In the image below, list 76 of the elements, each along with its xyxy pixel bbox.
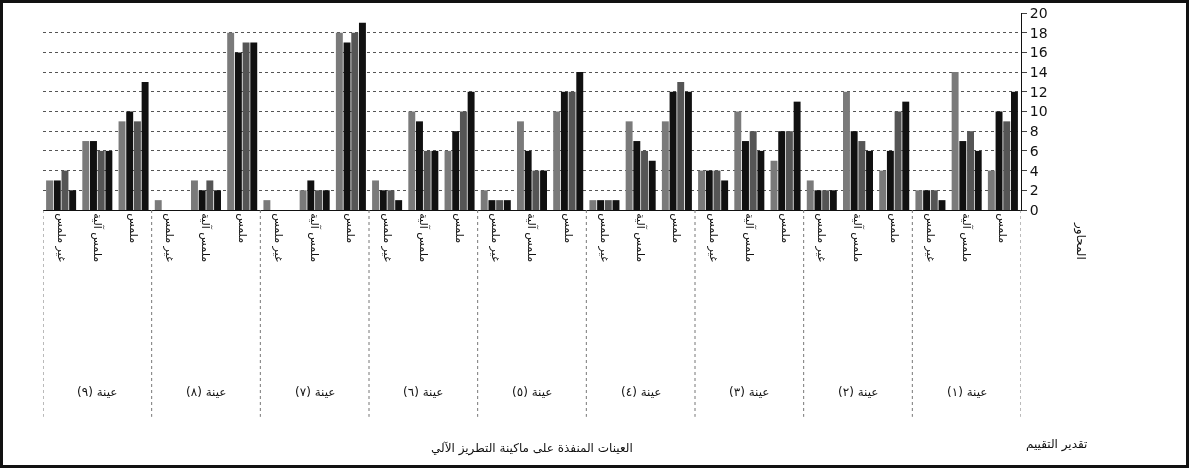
x-tick-label: ملمس <box>126 213 140 244</box>
x-tick-label: غير ملمس <box>163 213 177 262</box>
y-tick-label: 6 <box>1029 142 1039 159</box>
bar <box>734 111 742 210</box>
y-tick-label: 20 <box>1029 4 1048 21</box>
y-tick-label: 14 <box>1029 64 1048 80</box>
y-tick-label: 16 <box>1029 44 1048 61</box>
text: عينة (٥) <box>512 385 553 399</box>
bar <box>951 72 959 210</box>
x-tick-label: ملمس آلية <box>199 213 214 263</box>
x-tick-label: ملمس <box>670 213 684 244</box>
bar <box>915 190 923 210</box>
y-tick-label: 18 <box>1029 24 1048 41</box>
text: عينة (٢) <box>838 385 879 399</box>
bar <box>480 190 488 210</box>
bar <box>661 121 669 210</box>
bar <box>263 200 271 210</box>
bar <box>227 32 235 210</box>
y-tick-label: 10 <box>1029 103 1048 120</box>
bar <box>372 180 380 210</box>
y-tick-label: 4 <box>1029 162 1039 179</box>
x-tick-label: غير ملمس <box>271 213 285 262</box>
bar <box>589 200 597 210</box>
x-tick-label: غير ملمس <box>597 213 611 262</box>
y-tick-label: 0 <box>1029 201 1039 218</box>
x-tick-label: ملمس <box>344 213 358 244</box>
x-tick-label: غير ملمس <box>706 213 720 262</box>
x-tick-label: غير ملمس <box>489 213 503 262</box>
bar <box>604 200 612 210</box>
bar <box>335 32 343 210</box>
text: العينات المنفذة على ماكينة التطريز الآلي <box>431 441 633 456</box>
x-tick-label: غير ملمس <box>923 213 937 262</box>
bar <box>516 121 524 210</box>
x-tick-label: ملمس <box>235 213 249 244</box>
text: المحاور <box>1072 221 1088 260</box>
x-tick-label: ملمس <box>452 213 466 244</box>
text: عينة (٤) <box>621 385 662 399</box>
y-tick-label: 12 <box>1029 83 1048 100</box>
y-tick-label: 8 <box>1029 123 1039 140</box>
bar <box>553 111 561 210</box>
bar <box>496 200 504 210</box>
x-tick-label: ملمس آلية <box>960 213 975 263</box>
bar <box>879 170 887 210</box>
text: عينة (٧) <box>295 385 336 399</box>
x-tick-label: ملمس آلية <box>90 213 105 263</box>
x-tick-label: ملمس <box>778 213 792 244</box>
bar <box>625 121 633 210</box>
bar <box>190 180 198 210</box>
bar <box>842 91 850 210</box>
bar <box>299 190 307 210</box>
x-tick-label: غير ملمس <box>380 213 394 262</box>
x-tick-label: ملمس آلية <box>416 213 431 263</box>
text: عينة (٩) <box>77 385 118 399</box>
bar <box>806 180 814 210</box>
bar <box>82 141 90 210</box>
x-tick-label: غير ملمس <box>54 213 68 262</box>
x-tick-label: ملمس آلية <box>308 213 323 263</box>
x-tick-label: ملمس <box>996 213 1010 244</box>
text: عينة (١) <box>947 385 988 399</box>
bar <box>698 170 706 210</box>
x-tick-label: ملمس آلية <box>851 213 866 263</box>
x-tick-label: غير ملمس <box>815 213 829 262</box>
text: عينة (٣) <box>729 385 770 399</box>
x-tick-label: ملمس <box>561 213 575 244</box>
text: عينة (٨) <box>186 385 227 399</box>
x-tick-label: ملمس <box>887 213 901 244</box>
y-tick-label: 2 <box>1029 182 1039 199</box>
bar <box>987 170 995 210</box>
bar <box>408 111 416 210</box>
x-tick-label: ملمس آلية <box>634 213 649 263</box>
bar <box>154 200 162 210</box>
x-tick-label: ملمس آلية <box>525 213 540 263</box>
bar <box>46 180 54 210</box>
text: تقدير التقييم <box>1026 437 1088 452</box>
x-tick-label: ملمس آلية <box>742 213 757 263</box>
text: عينة (٦) <box>403 385 444 399</box>
